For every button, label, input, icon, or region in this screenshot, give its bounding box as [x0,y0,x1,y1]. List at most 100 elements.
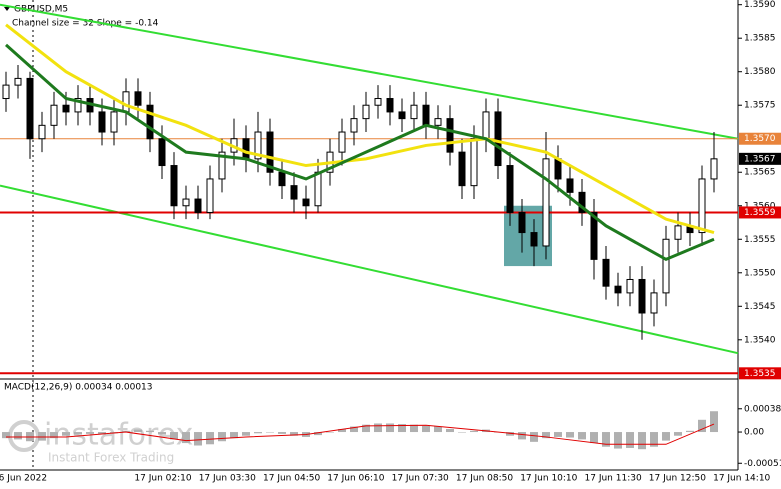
macd-bar [98,432,106,435]
candle-body [146,104,154,140]
candle-body [266,131,274,173]
candle-body [254,131,262,160]
candle-body [314,171,322,207]
level-tag [739,367,781,380]
candle-body [62,104,70,113]
x-tick-label: 17 Jun 12:50 [649,474,706,484]
macd-bar [662,432,670,441]
macd-tick-label: -0.00051 [744,459,781,469]
macd-bar [254,432,262,434]
y-tick-label: 1.3575 [744,101,776,111]
macd-bar [350,426,358,433]
channel-line [0,3,739,140]
macd-bar [614,432,622,449]
x-tick-label: 17 Jun 14:10 [713,474,770,484]
candle-body [110,111,118,133]
candle-body [14,77,22,86]
y-tick-label: 1.3550 [744,268,776,278]
candle-body [662,238,670,294]
candle-body [542,158,550,247]
candle-body [494,111,502,167]
macd-bar [374,423,382,433]
macd-bar [74,432,82,435]
candle-body [590,211,598,260]
y-tick-label: 1.3585 [744,34,776,44]
macd-bar [470,430,478,433]
x-tick-label: 17 Jun 02:10 [134,474,191,484]
candle-body [278,171,286,187]
macd-bar [218,432,226,442]
x-tick-label: 17 Jun 04:50 [263,474,320,484]
macd-bar [206,432,214,445]
macd-bar [242,432,250,436]
macd-bar [566,432,574,438]
x-tick-label: 16 Jun 2022 [0,474,47,484]
macd-bar [314,432,322,436]
candle-body [458,151,466,187]
macd-bar [38,432,46,441]
candle-body [26,77,34,140]
candle-body [182,198,190,207]
level-tag [739,206,781,219]
macd-bar [14,432,22,440]
candle-body [518,211,526,234]
macd-bar [590,432,598,444]
menu-arrow [4,7,10,11]
candle-body [554,158,562,180]
macd-bar [158,432,166,435]
macd-bar [2,432,10,439]
chart-subtitle: Channel size = 32 Slope = -0.14 [12,19,159,29]
macd-signal [6,423,715,445]
candle-body [38,124,46,140]
macd-tick-label: 0.00 [744,428,764,438]
candle-body [566,178,574,193]
macd-bar [542,432,550,439]
macd-bar [278,432,286,434]
macd-bar [410,424,418,433]
candle-body [386,98,394,113]
watermark-tagline: Instant Forex Trading [48,451,174,465]
y-tick-label: 1.3545 [744,302,776,312]
y-tick-label: 1.3565 [744,168,776,178]
macd-bar [698,419,706,433]
macd-bar [398,424,406,433]
macd-tick-label: 0.00038 [744,404,781,414]
macd-title: MACD(12,26,9) 0.00034 0.00013 [4,383,153,393]
macd-bar [626,432,634,448]
candle-body [50,104,58,126]
candle-body [530,232,538,247]
candle-body [374,98,382,106]
macd-bar [194,432,202,446]
candle-body [674,225,682,240]
candle-body [170,165,178,207]
moving-average [5,43,715,262]
y-tick-label: 1.3560 [744,201,776,211]
candle-body [2,84,10,100]
candle-body [410,104,418,120]
macd-bar [50,432,58,439]
candle-body [602,258,610,287]
moving-average [5,23,715,235]
x-tick-label: 17 Jun 11:30 [585,474,642,484]
macd-bar [338,428,346,433]
candle-body [242,138,250,160]
candle-body [206,178,214,213]
candle-body [218,151,226,180]
candle-body [362,104,370,120]
macd-bar [266,432,274,433]
y-tick-label: 1.3590 [744,0,776,10]
macd-bar [62,432,70,436]
current-price-label: 1.3567 [744,154,776,164]
y-tick-label: 1.3580 [744,67,776,77]
candle-body [446,118,454,153]
candle-body [578,191,586,213]
macd-bar [386,423,394,433]
level-label: 1.3559 [744,208,776,218]
x-tick-label: 17 Jun 08:50 [456,474,513,484]
current-price-tag [739,152,781,165]
candle-body [194,198,202,213]
y-tick-label: 1.3540 [744,335,776,345]
candle-body [422,104,430,126]
candle-body [290,185,298,200]
